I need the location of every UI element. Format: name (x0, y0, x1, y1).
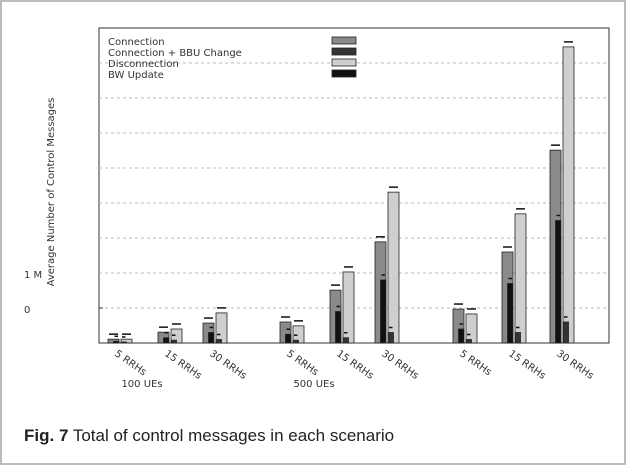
bar (562, 46, 575, 344)
bar (555, 220, 562, 344)
bar (514, 332, 521, 344)
x-tick-label: 5 RRHs (112, 348, 148, 378)
x-tick-label: 15 RRHs (506, 348, 547, 381)
x-tick-label: 15 RRHs (162, 348, 203, 381)
y-axis-label: Average Number of Control Messages (46, 98, 57, 287)
bar (215, 339, 222, 344)
x-tick-label: 5 RRHs (284, 348, 320, 378)
bar (465, 313, 478, 344)
bar (163, 337, 170, 344)
legend-label: BW Update (108, 70, 164, 81)
bar (562, 321, 569, 344)
caption-label: Fig. 7 (24, 426, 69, 445)
legend-swatch (331, 36, 357, 45)
x-tick-label: 30 RRHs (554, 348, 595, 381)
group-label: 100 UEs (121, 379, 162, 390)
x-tick-label: 15 RRHs (334, 348, 375, 381)
legend-label: Connection (108, 37, 165, 48)
bar (170, 339, 177, 344)
y-tick-label: 0 (24, 305, 30, 316)
caption: Fig. 7 Total of control messages in each… (24, 426, 394, 446)
bar (387, 191, 400, 344)
y-tick-label: 1 M (24, 270, 42, 281)
bar (215, 312, 228, 344)
bar (380, 279, 387, 344)
legend-swatch (331, 47, 357, 56)
x-tick-label: 5 RRHs (457, 348, 493, 378)
bar (458, 328, 465, 344)
legend-label: Disconnection (108, 59, 179, 70)
caption-text: Total of control messages in each scenar… (72, 426, 395, 445)
bar (335, 311, 342, 344)
legend-swatch (331, 58, 357, 67)
x-tick-label: 30 RRHs (207, 348, 248, 381)
bar (285, 333, 292, 344)
bar (507, 283, 514, 344)
bar (342, 337, 349, 344)
bar (208, 332, 215, 344)
legend-swatch (331, 69, 357, 78)
x-tick-label: 30 RRHs (379, 348, 420, 381)
group-label: 500 UEs (293, 379, 334, 390)
bar (120, 341, 127, 344)
bar (514, 213, 527, 344)
bar (465, 339, 472, 344)
bar (113, 340, 120, 344)
bar (387, 332, 394, 344)
bar (292, 339, 299, 344)
legend-label: Connection + BBU Change (108, 48, 242, 59)
chart: Average Number of Control Messages 0 1 M C… (24, 27, 610, 390)
